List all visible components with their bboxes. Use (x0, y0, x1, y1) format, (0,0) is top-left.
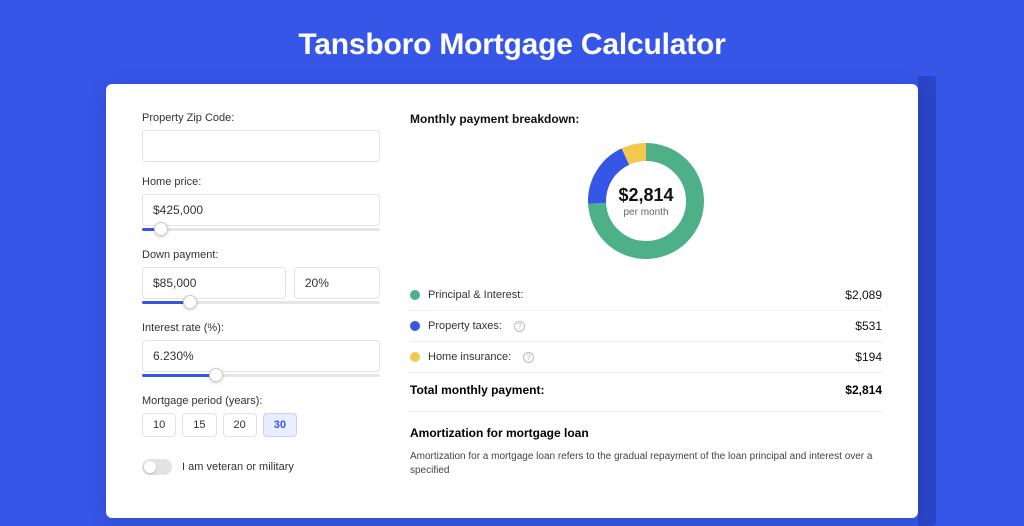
legend-value: $531 (855, 319, 882, 333)
help-icon[interactable]: ? (514, 321, 525, 332)
down-payment-percent-input[interactable] (294, 267, 380, 299)
mortgage-period-options: 1015 2030 (142, 413, 380, 437)
legend-label: Home insurance: (428, 351, 511, 363)
donut-chart: $2,814 per month (585, 140, 707, 262)
zip-label: Property Zip Code: (142, 112, 380, 124)
amortization-title: Amortization for mortgage loan (410, 426, 882, 440)
interest-rate-slider-thumb[interactable] (209, 368, 223, 382)
legend-dot (410, 321, 420, 331)
legend-label: Principal & Interest: (428, 289, 523, 301)
zip-field-group: Property Zip Code: (142, 112, 380, 162)
donut-chart-wrap: $2,814 per month (410, 132, 882, 280)
calculator-card: Property Zip Code: Home price: Down paym… (106, 84, 918, 518)
down-payment-slider-thumb[interactable] (183, 295, 197, 309)
legend-dot (410, 290, 420, 300)
breakdown-title: Monthly payment breakdown: (410, 112, 882, 126)
veteran-toggle-row: I am veteran or military (142, 459, 380, 475)
interest-rate-slider[interactable] (142, 371, 380, 381)
down-payment-label: Down payment: (142, 249, 380, 261)
period-option-20[interactable]: 20 (223, 413, 257, 437)
interest-rate-field-group: Interest rate (%): (142, 322, 380, 381)
donut-sub: per month (623, 207, 668, 218)
legend-row: Home insurance:? $194 (410, 342, 882, 372)
legend-value: $194 (855, 350, 882, 364)
form-column: Property Zip Code: Home price: Down paym… (142, 112, 380, 478)
mortgage-period-label: Mortgage period (years): (142, 395, 380, 407)
total-label: Total monthly payment: (410, 383, 544, 397)
home-price-slider[interactable] (142, 225, 380, 235)
total-value: $2,814 (845, 383, 882, 397)
divider-2 (410, 411, 882, 412)
donut-amount: $2,814 (618, 185, 673, 206)
home-price-label: Home price: (142, 176, 380, 188)
help-icon[interactable]: ? (523, 352, 534, 363)
legend-row: Property taxes:? $531 (410, 311, 882, 341)
total-row: Total monthly payment: $2,814 (410, 373, 882, 411)
page-title: Tansboro Mortgage Calculator (0, 0, 1024, 84)
down-payment-amount-input[interactable] (142, 267, 286, 299)
home-price-slider-thumb[interactable] (154, 222, 168, 236)
legend-dot (410, 352, 420, 362)
veteran-label: I am veteran or military (182, 461, 294, 473)
interest-rate-input[interactable] (142, 340, 380, 372)
down-payment-field-group: Down payment: (142, 249, 380, 308)
legend-value: $2,089 (845, 288, 882, 302)
veteran-toggle[interactable] (142, 459, 172, 475)
legend-row: Principal & Interest: $2,089 (410, 280, 882, 310)
legend-label: Property taxes: (428, 320, 502, 332)
mortgage-period-field-group: Mortgage period (years): 1015 2030 (142, 395, 380, 437)
legend-list: Principal & Interest: $2,089 Property taxe… (410, 280, 882, 372)
donut-center: $2,814 per month (585, 140, 707, 262)
home-price-field-group: Home price: (142, 176, 380, 235)
zip-input[interactable] (142, 130, 380, 162)
interest-rate-label: Interest rate (%): (142, 322, 380, 334)
period-option-10[interactable]: 10 (142, 413, 176, 437)
down-payment-slider[interactable] (142, 298, 380, 308)
breakdown-column: Monthly payment breakdown: $2,814 per mo… (410, 112, 882, 478)
amortization-text: Amortization for a mortgage loan refers … (410, 450, 882, 478)
period-option-15[interactable]: 15 (182, 413, 216, 437)
period-option-30[interactable]: 30 (263, 413, 297, 437)
home-price-input[interactable] (142, 194, 380, 226)
